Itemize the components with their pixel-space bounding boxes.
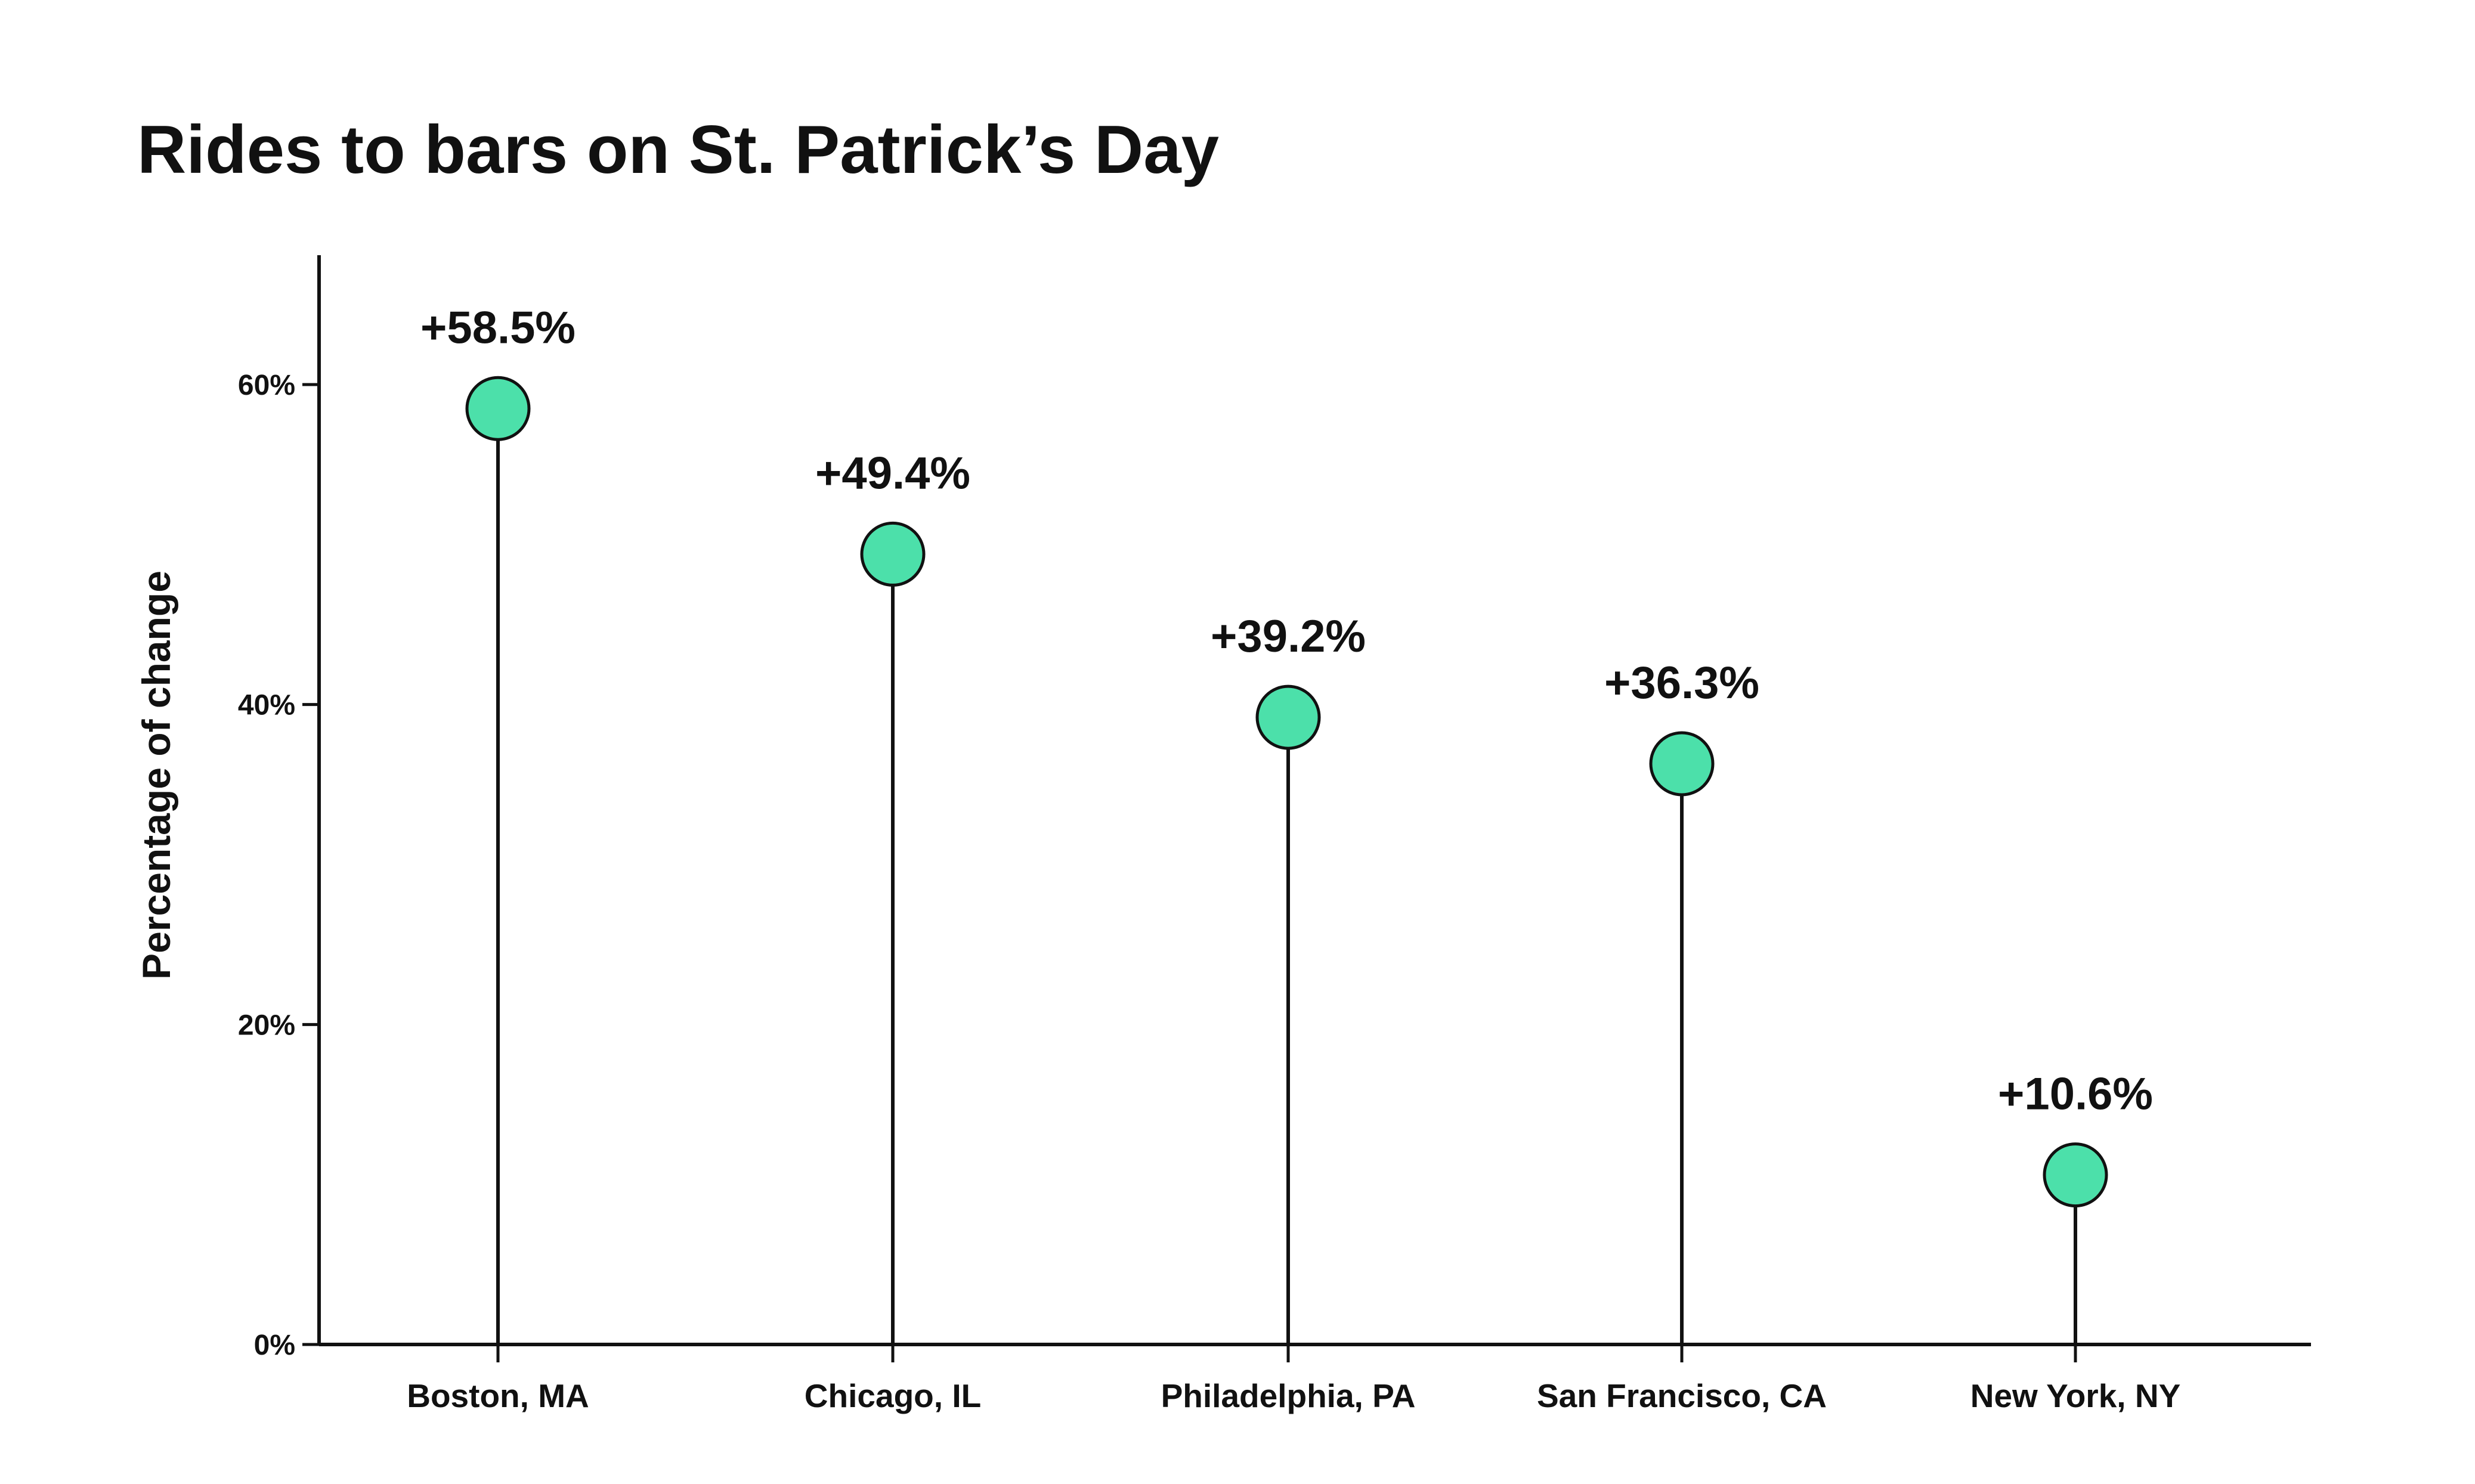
y-tick-label: 60% (238, 370, 295, 401)
y-tick-label: 20% (238, 1009, 295, 1041)
data-label: +39.2% (1211, 611, 1366, 662)
chart-title: Rides to bars on St. Patrick’s Day (137, 112, 1219, 188)
data-label: +10.6% (1998, 1069, 2153, 1120)
lollipop-marker (860, 521, 926, 587)
lollipop-marker (1255, 684, 1321, 750)
y-axis-label: Percentage of change (134, 571, 178, 980)
x-tick-label: New York, NY (1970, 1377, 2181, 1414)
y-axis: 0% 20% 40% 60% (238, 255, 321, 1361)
y-tick-label: 0% (254, 1330, 295, 1361)
y-tick-label: 40% (238, 690, 295, 721)
data-label: +58.5% (420, 302, 576, 353)
x-tick-label: San Francisco, CA (1537, 1377, 1827, 1414)
x-tick-label: Chicago, IL (805, 1377, 981, 1414)
x-tick-label: Boston, MA (407, 1377, 589, 1414)
x-tick-label: Philadelphia, PA (1161, 1377, 1416, 1414)
lollipop-marker (1649, 731, 1715, 797)
x-axis: Boston, MA Chicago, IL Philadelphia, PA San… (319, 1343, 2311, 1414)
lollipop-marker (465, 376, 531, 441)
lollipop-marker (2043, 1142, 2108, 1208)
lollipop-marks: +58.5% +49.4% +39.2% +36.3% +10.6% (420, 302, 2153, 1344)
data-label: +36.3% (1604, 658, 1759, 708)
data-label: +49.4% (815, 448, 970, 498)
